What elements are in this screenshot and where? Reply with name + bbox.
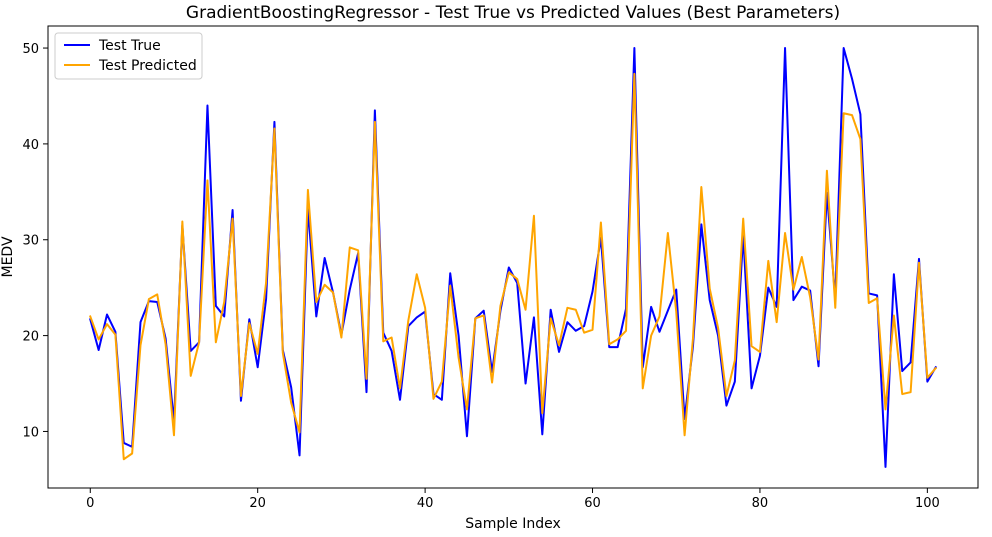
- legend-label-test-true: Test True: [98, 38, 161, 54]
- y-tick-label: 40: [22, 138, 39, 153]
- chart-legend: Test True Test Predicted: [54, 32, 203, 80]
- y-axis-ticks: 10 20 30 40 50: [22, 42, 48, 440]
- legend-box: [54, 32, 203, 80]
- y-tick-label: 20: [22, 330, 39, 345]
- y-tick-label: 30: [22, 234, 39, 249]
- y-tick-label: 50: [22, 42, 39, 57]
- x-tick-label: 20: [249, 496, 266, 511]
- x-axis-ticks: 0 20 40 60 80 100: [86, 488, 940, 511]
- plot-series: [88, 47, 938, 468]
- x-tick-label: 40: [417, 496, 434, 511]
- x-axis-label: Sample Index: [465, 516, 560, 532]
- x-tick-label: 100: [915, 496, 940, 511]
- series-line-test-predicted: [88, 72, 938, 461]
- chart-title: GradientBoostingRegressor - Test True vs…: [186, 3, 840, 23]
- x-tick-label: 0: [86, 496, 94, 511]
- x-tick-label: 60: [584, 496, 601, 511]
- x-tick-label: 80: [752, 496, 769, 511]
- y-axis-label: MEDV: [0, 236, 16, 277]
- legend-label-test-predicted: Test Predicted: [98, 58, 197, 74]
- y-tick-label: 10: [22, 425, 39, 440]
- axes-frame: [47, 25, 979, 489]
